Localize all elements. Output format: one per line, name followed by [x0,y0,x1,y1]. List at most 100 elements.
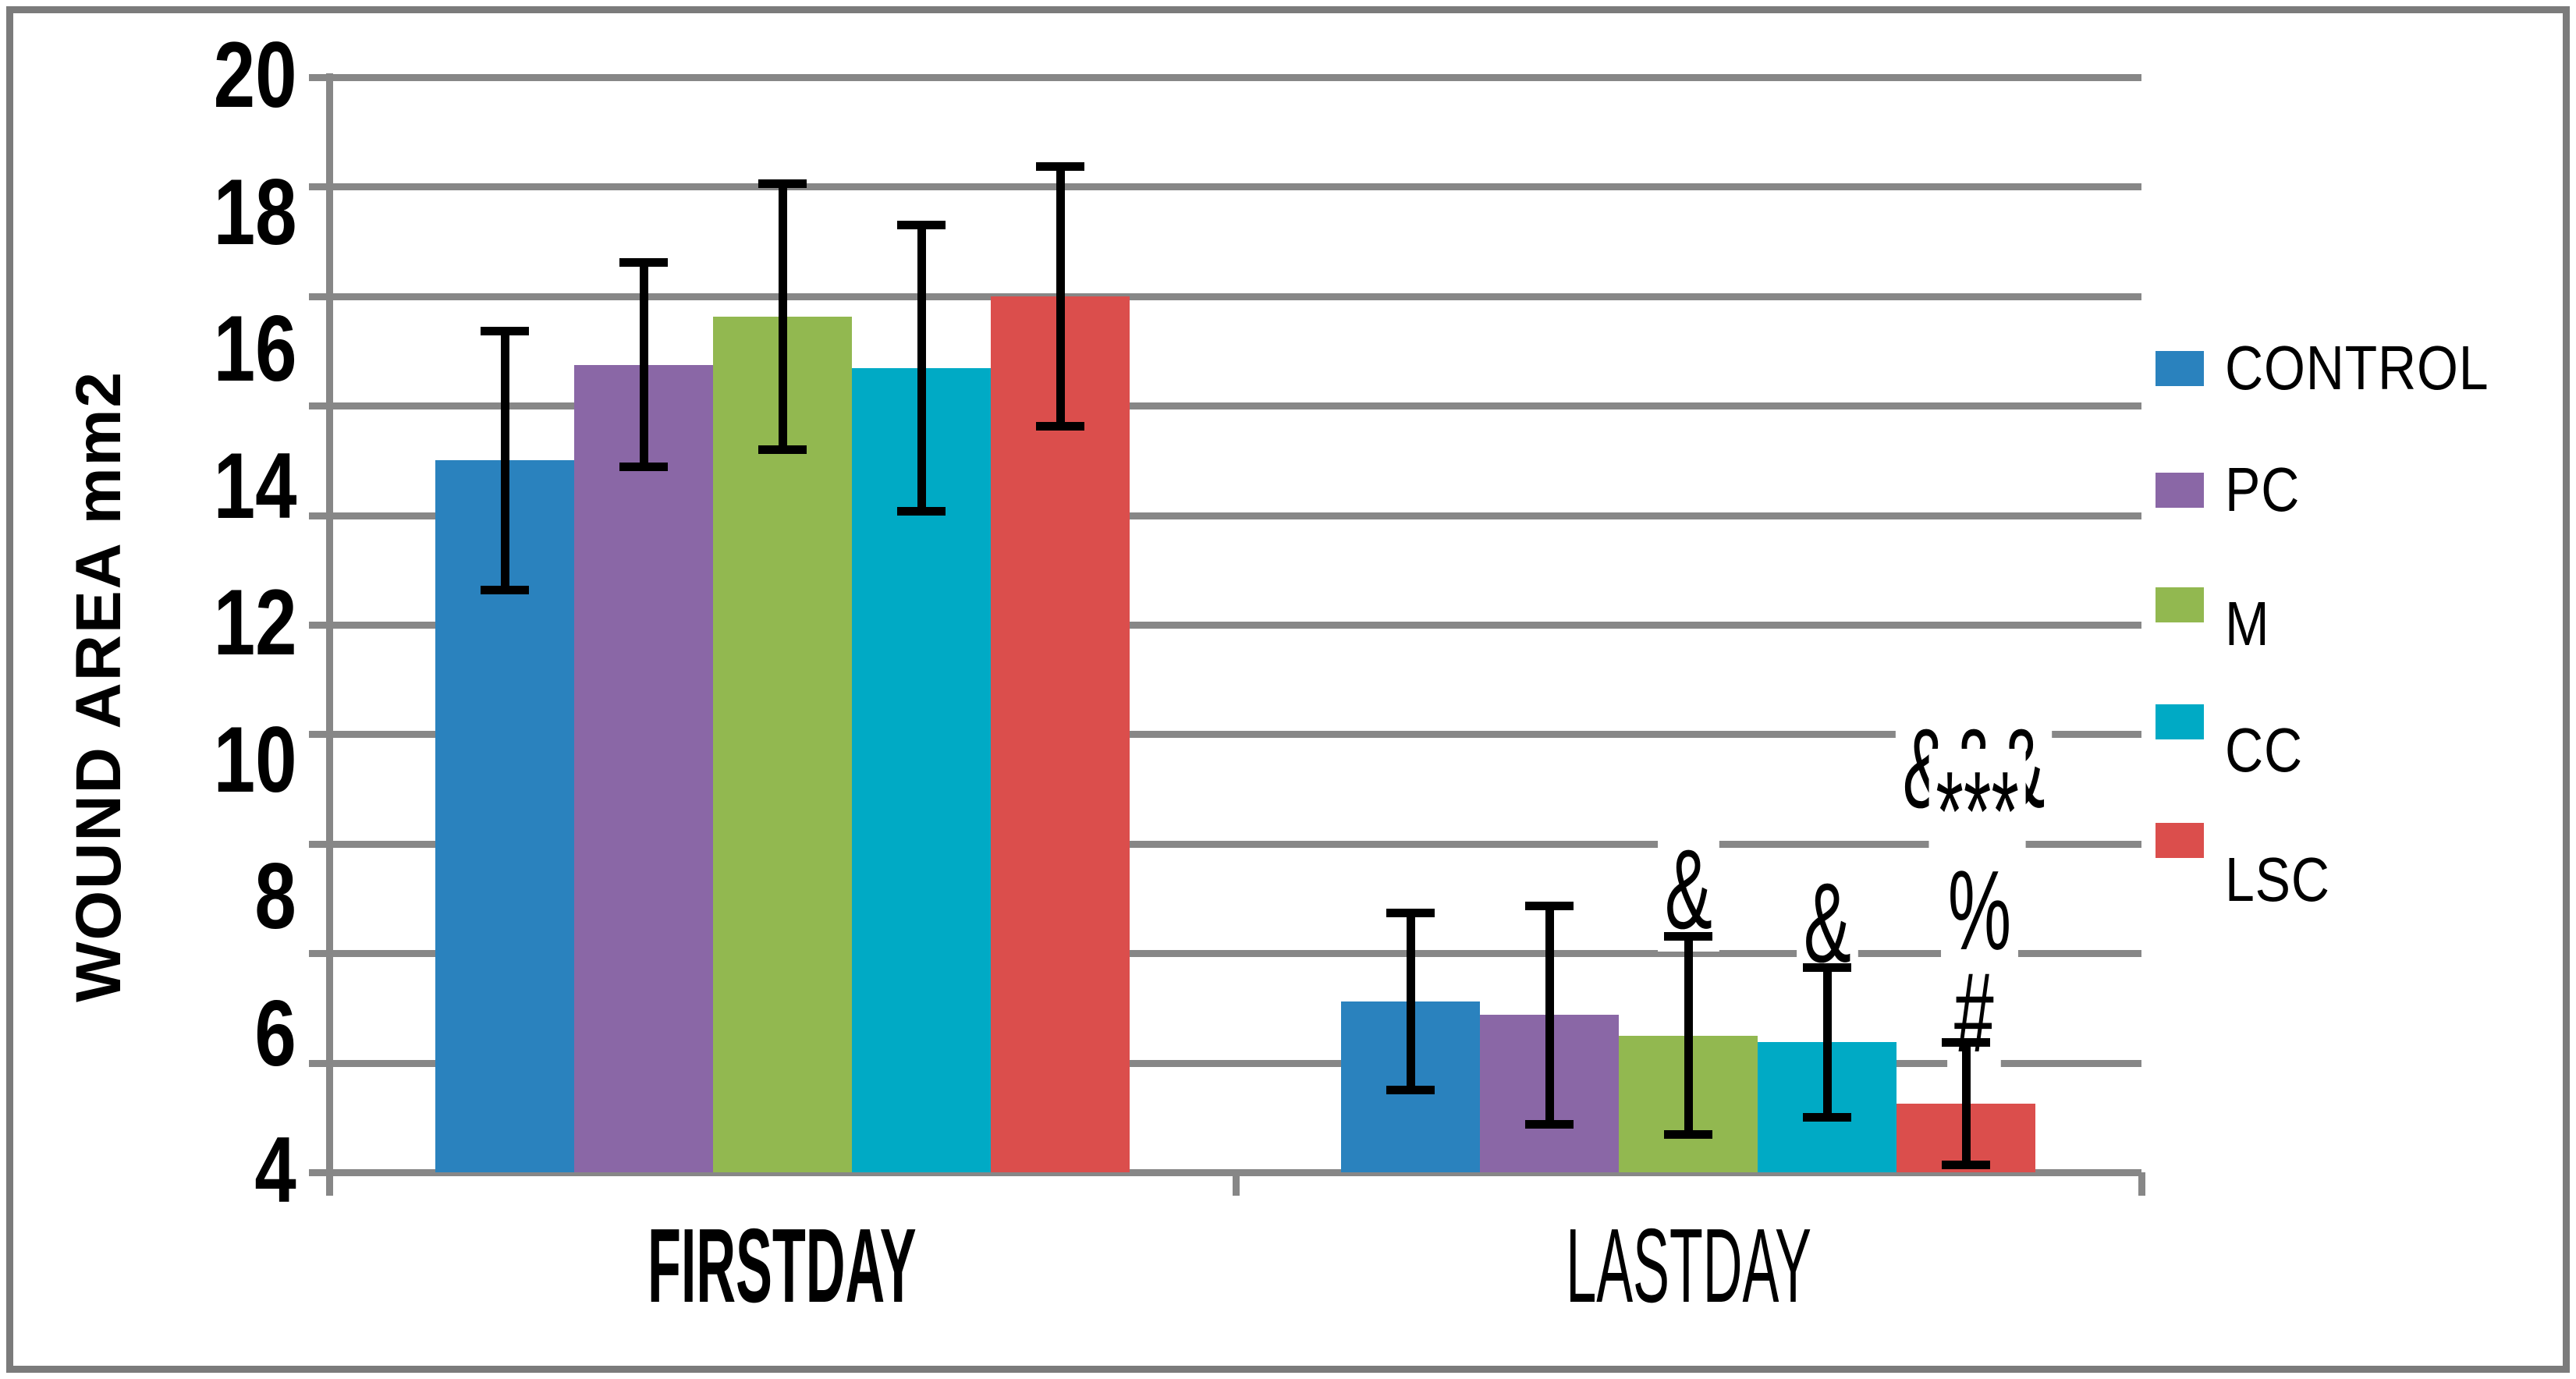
error-bar-cap-bottom [758,445,807,455]
legend-swatch-lsc [2156,823,2204,858]
y-axis-tick [309,402,329,410]
gridline [329,292,2141,300]
error-bar-cap-top [1386,908,1435,917]
gridline [329,1059,2141,1067]
gridline [329,731,2141,739]
bar-m-firstday [712,317,852,1172]
y-tick-label-text: 18 [213,159,296,264]
legend-label-m: M [2225,589,2278,659]
significance-annotation: & [1524,826,1852,952]
y-tick-label-text: 6 [254,980,296,1086]
error-bar-cap-bottom [896,507,946,516]
y-tick-label: 14 [94,432,296,540]
category-label-lastday: LASTDAY [1415,1205,1961,1326]
error-bar-line [1056,166,1065,427]
error-bar-line [1962,1042,1971,1166]
error-bar-cap-bottom [1525,1119,1574,1129]
y-axis-tick [309,731,329,739]
gridline [329,402,2141,410]
error-bar-cap-bottom [1803,1112,1852,1122]
legend-label-pc: PC [2225,455,2313,525]
error-bar-cap-top [1942,1038,1991,1048]
y-axis-line [326,73,333,1196]
x-axis-tick [326,1172,333,1196]
error-bar-line [917,224,926,512]
error-bar-cap-top [480,326,529,335]
error-bar-cap-top [896,220,946,229]
significance-annotation: # [1810,949,2138,1075]
y-tick-label: 10 [94,706,296,814]
legend-label-text: CC [2225,715,2303,785]
legend-label-lsc: LSC [2225,845,2349,915]
error-bar-cap-bottom [1035,421,1084,431]
error-bar-cap-top [1803,962,1852,972]
error-bar-line [1545,905,1555,1125]
gridline [329,74,2141,81]
error-bar-cap-top [1664,932,1713,941]
gridline [329,950,2141,958]
bar-lsc-firstday [990,296,1130,1172]
legend-swatch-control [2156,351,2204,386]
y-tick-label-text: 10 [213,707,296,812]
category-label-firstday: FIRSTDAY [509,1205,1056,1326]
legend-label-text: M [2225,589,2270,658]
legend-swatch-cc [2156,704,2204,739]
gridline [329,622,2141,629]
y-tick-label: 20 [94,21,296,129]
y-tick-label-text: 14 [213,433,296,538]
x-axis-tick [1232,1172,1240,1196]
error-bar-line [639,261,648,468]
y-axis-tick [309,74,329,81]
error-bar-cap-top [619,257,668,267]
error-bar-line [500,330,509,591]
error-bar-cap-top [1035,162,1084,172]
x-axis-tick [2138,1172,2145,1196]
y-tick-label-text: 12 [213,570,296,675]
error-bar-cap-bottom [619,463,668,472]
error-bar-cap-top [1525,901,1574,910]
gridline [329,840,2141,848]
y-axis-tick [309,292,329,300]
significance-annotation-text: & [1657,826,1719,952]
error-bar-cap-bottom [1664,1129,1713,1139]
error-bar-cap-bottom [480,586,529,595]
y-tick-label-text: 20 [213,23,296,127]
y-axis-tick [309,622,329,629]
significance-annotation-text: # [1947,949,2001,1075]
y-tick-label: 12 [94,569,296,676]
legend-swatch-pc [2156,473,2204,508]
figure-border [6,6,2570,1373]
category-label-text: FIRSTDAY [648,1207,917,1324]
y-tick-label: 4 [94,1116,296,1224]
y-tick-label: 16 [94,295,296,402]
gridline [329,512,2141,519]
y-axis-tick [309,1169,329,1176]
error-bar-line [1407,912,1416,1090]
error-bar-line [1684,936,1694,1135]
legend-label-cc: CC [2225,715,2317,785]
legend-label-text: LSC [2225,845,2330,914]
legend-swatch-m [2156,587,2204,622]
error-bar-line [1823,966,1833,1118]
error-bar-cap-top [758,179,807,188]
y-tick-label: 8 [94,842,296,950]
bar-pc-firstday [573,364,713,1172]
error-bar-line [778,183,787,451]
y-tick-label-text: 4 [254,1118,296,1222]
y-tick-label-text: 8 [254,844,296,948]
y-axis-tick [309,950,329,958]
y-axis-tick [309,840,329,848]
y-tick-label: 18 [94,158,296,266]
legend-label-text: CONTROL [2225,333,2489,402]
legend-label-control: CONTROL [2225,333,2535,403]
legend-label-text: PC [2225,455,2301,524]
error-bar-cap-bottom [1942,1161,1991,1170]
y-tick-label-text: 16 [213,296,296,401]
y-axis-tick [309,512,329,519]
category-label-text: LASTDAY [1565,1207,1811,1324]
y-tick-label: 6 [94,980,296,1087]
y-axis-tick [309,1059,329,1067]
error-bar-cap-bottom [1386,1085,1435,1094]
gridline [329,183,2141,191]
